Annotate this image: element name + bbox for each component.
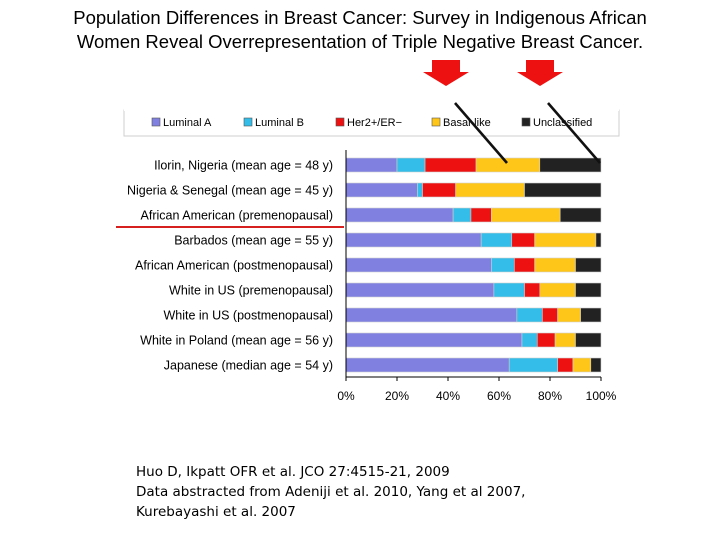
bar-african-american-premenopausal-basal-like xyxy=(491,207,561,223)
bar-ilorin-nigeria-mean-age-48-y-basal-like xyxy=(475,157,541,173)
bar-nigeria-senegal-mean-age-45-y-basal-like xyxy=(455,182,525,198)
category-label-ilorin-nigeria-mean-age-48-y: Ilorin, Nigeria (mean age = 48 y) xyxy=(154,159,333,173)
bar-barbados-mean-age-55-y-basal-like xyxy=(534,232,597,248)
category-label-white-in-us-premenopausal: White in US (premenopausal) xyxy=(169,284,333,298)
bar-white-in-poland-mean-age-56-y-luminal-b xyxy=(521,332,538,348)
category-label-japanese-median-age-54-y: Japanese (median age = 54 y) xyxy=(164,359,333,373)
bar-barbados-mean-age-55-y-her2-er xyxy=(511,232,536,248)
bar-white-in-us-premenopausal-luminal-a xyxy=(345,282,495,298)
legend-label-basal-like: Basal-like xyxy=(443,117,491,129)
citation-line-3: Kurebayashi et al. 2007 xyxy=(136,504,296,520)
bar-japanese-median-age-54-y-luminal-b xyxy=(508,357,558,373)
bar-white-in-us-premenopausal-unclassified xyxy=(575,282,602,298)
bar-white-in-us-postmenopausal-basal-like xyxy=(557,307,581,323)
bar-african-american-postmenopausal-her2-er xyxy=(513,257,535,273)
bar-ilorin-nigeria-mean-age-48-y-unclassified xyxy=(539,157,602,173)
category-label-barbados-mean-age-55-y: Barbados (mean age = 55 y) xyxy=(174,234,333,248)
bar-white-in-poland-mean-age-56-y-her2-er xyxy=(536,332,556,348)
citation-line-2: Data abstracted from Adeniji et al. 2010… xyxy=(136,484,526,500)
citation: Huo D, Ikpatt OFR et al. JCO 27:4515-21,… xyxy=(136,462,525,522)
category-label-african-american-postmenopausal: African American (postmenopausal) xyxy=(135,259,333,273)
bar-white-in-poland-mean-age-56-y-basal-like xyxy=(554,332,576,348)
bar-nigeria-senegal-mean-age-45-y-luminal-a xyxy=(345,182,418,198)
bar-white-in-us-postmenopausal-luminal-b xyxy=(516,307,543,323)
bar-barbados-mean-age-55-y-luminal-a xyxy=(345,232,482,248)
bar-african-american-postmenopausal-luminal-b xyxy=(491,257,515,273)
pointer-line-basal-like xyxy=(454,102,508,164)
bar-nigeria-senegal-mean-age-45-y-luminal-b xyxy=(417,182,423,198)
category-label-nigeria-senegal-mean-age-45-y: Nigeria & Senegal (mean age = 45 y) xyxy=(127,184,333,198)
title-line-2: Women Reveal Overrepresentation of Tripl… xyxy=(76,31,644,52)
bar-japanese-median-age-54-y-luminal-a xyxy=(345,357,510,373)
category-label-african-american-premenopausal: African American (premenopausal) xyxy=(141,209,333,223)
bar-african-american-premenopausal-luminal-a xyxy=(345,207,454,223)
title-line-1: Population Differences in Breast Cancer:… xyxy=(73,7,647,28)
legend-label-luminal-a: Luminal A xyxy=(163,117,212,129)
x-tick-label-1: 20% xyxy=(385,389,409,403)
bar-ilorin-nigeria-mean-age-48-y-luminal-a xyxy=(345,157,398,173)
bar-white-in-us-postmenopausal-her2-er xyxy=(542,307,558,323)
bar-ilorin-nigeria-mean-age-48-y-her2-er xyxy=(424,157,477,173)
bar-african-american-premenopausal-unclassified xyxy=(559,207,602,223)
bar-japanese-median-age-54-y-her2-er xyxy=(557,357,574,373)
legend-swatch-her2-er xyxy=(335,117,345,127)
bar-african-american-postmenopausal-luminal-a xyxy=(345,257,492,273)
bar-barbados-mean-age-55-y-luminal-b xyxy=(480,232,513,248)
bar-african-american-premenopausal-luminal-b xyxy=(452,207,472,223)
bar-white-in-us-premenopausal-her2-er xyxy=(524,282,541,298)
x-tick-label-5: 100% xyxy=(586,389,617,403)
bar-nigeria-senegal-mean-age-45-y-her2-er xyxy=(422,182,456,198)
bar-white-in-us-postmenopausal-luminal-a xyxy=(345,307,518,323)
legend-box xyxy=(123,109,620,137)
x-tick-label-2: 40% xyxy=(436,389,460,403)
annotation-arrow-unclassified xyxy=(517,60,563,86)
x-tick-label-4: 80% xyxy=(538,389,562,403)
bar-african-american-premenopausal-her2-er xyxy=(470,207,492,223)
legend-swatch-luminal-b xyxy=(243,117,253,127)
bar-nigeria-senegal-mean-age-45-y-unclassified xyxy=(524,182,602,198)
x-tick-label-0: 0% xyxy=(337,389,355,403)
bar-white-in-us-postmenopausal-unclassified xyxy=(580,307,602,323)
category-label-white-in-poland-mean-age-56-y: White in Poland (mean age = 56 y) xyxy=(140,334,333,348)
citation-line-1: Huo D, Ikpatt OFR et al. JCO 27:4515-21,… xyxy=(136,464,450,480)
legend-label-her2-er: Her2+/ER− xyxy=(347,117,402,129)
legend-swatch-luminal-a xyxy=(151,117,161,127)
bar-african-american-postmenopausal-unclassified xyxy=(575,257,602,273)
legend-label-luminal-b: Luminal B xyxy=(255,117,304,129)
category-label-white-in-us-postmenopausal: White in US (postmenopausal) xyxy=(163,309,333,323)
legend-swatch-unclassified xyxy=(521,117,531,127)
annotation-arrow-basal-like xyxy=(423,60,469,86)
bar-white-in-poland-mean-age-56-y-unclassified xyxy=(575,332,602,348)
slide-title: Population Differences in Breast Cancer:… xyxy=(0,6,720,54)
bar-japanese-median-age-54-y-basal-like xyxy=(572,357,592,373)
pointer-line-unclassified xyxy=(547,102,601,164)
bar-barbados-mean-age-55-y-unclassified xyxy=(595,232,602,248)
bar-white-in-us-premenopausal-luminal-b xyxy=(493,282,525,298)
bar-japanese-median-age-54-y-unclassified xyxy=(590,357,602,373)
bar-white-in-us-premenopausal-basal-like xyxy=(539,282,576,298)
bar-african-american-postmenopausal-basal-like xyxy=(534,257,576,273)
legend-swatch-basal-like xyxy=(431,117,441,127)
x-tick-label-3: 60% xyxy=(487,389,511,403)
legend-label-unclassified: Unclassified xyxy=(533,117,592,129)
bar-ilorin-nigeria-mean-age-48-y-luminal-b xyxy=(396,157,426,173)
bar-white-in-poland-mean-age-56-y-luminal-a xyxy=(345,332,523,348)
